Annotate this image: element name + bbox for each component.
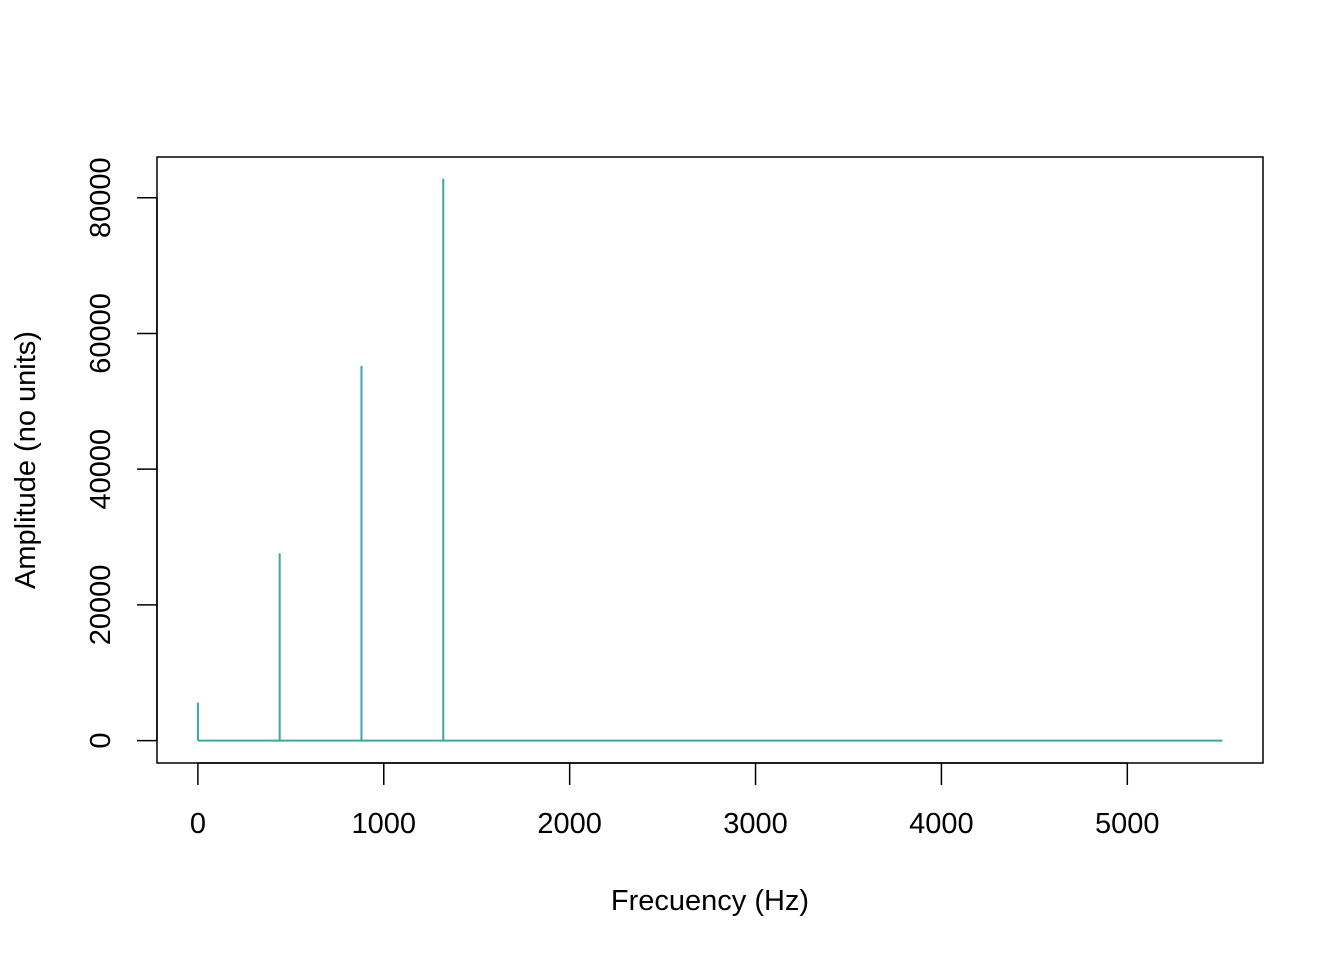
y-tick-label: 20000 bbox=[85, 565, 117, 646]
y-tick-label: 80000 bbox=[85, 157, 117, 238]
x-tick-label: 0 bbox=[190, 808, 206, 840]
y-axis: 0 20000 40000 60000 80000 bbox=[85, 157, 158, 749]
x-tick-label: 2000 bbox=[537, 808, 602, 840]
x-axis-label: Frecuency (Hz) bbox=[611, 885, 809, 917]
plot-frame bbox=[156, 156, 1264, 764]
y-tick-label: 0 bbox=[85, 733, 117, 749]
y-axis-label: Amplitude (no units) bbox=[10, 331, 42, 589]
x-tick-label: 3000 bbox=[723, 808, 788, 840]
spectrum-series bbox=[196, 178, 1223, 742]
y-tick-label: 60000 bbox=[85, 293, 117, 374]
x-tick-label: 4000 bbox=[909, 808, 974, 840]
y-tick-label: 40000 bbox=[85, 429, 117, 510]
x-tick-label: 1000 bbox=[352, 808, 417, 840]
x-axis: 0 1000 2000 3000 4000 5000 bbox=[190, 762, 1160, 840]
x-tick-label: 5000 bbox=[1095, 808, 1160, 840]
